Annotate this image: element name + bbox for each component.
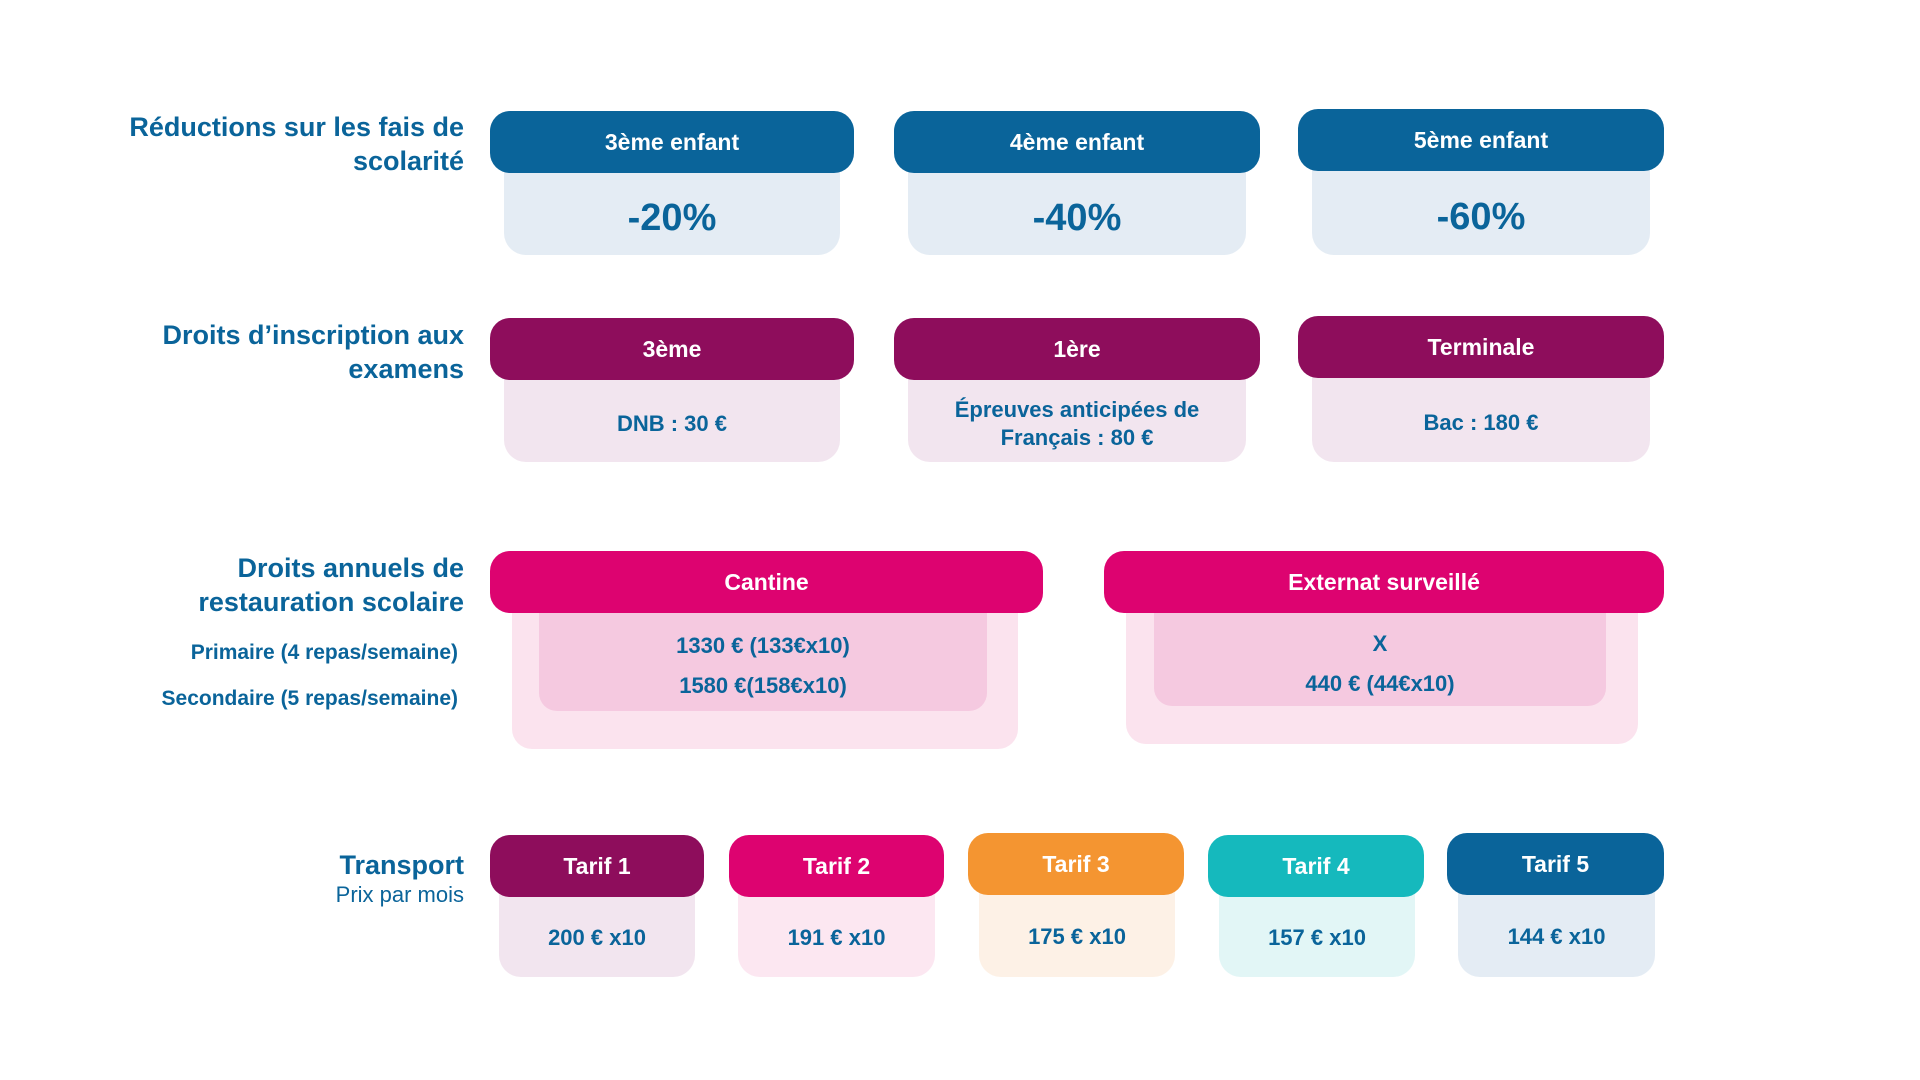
reduction-value: -60% — [1312, 159, 1650, 255]
restauration-section-label: Droits annuels de restauration scolaire — [198, 553, 464, 617]
reduction-card-4eme-enfant: 4ème enfant -40% — [894, 111, 1260, 255]
card-title: Externat surveillé — [1104, 551, 1664, 613]
tarif-card-4: Tarif 4 157 € x10 — [1208, 835, 1424, 977]
card-title: Terminale — [1298, 316, 1664, 378]
tarif-price: 175 € x10 — [979, 883, 1175, 977]
reductions-section-label: Réductions sur les fais de scolarité — [129, 112, 464, 176]
externat-card: Externat surveillé X 440 € (44€x10) — [1104, 551, 1664, 744]
examen-fee: Épreuves anticipées de Français : 80 € — [908, 368, 1246, 462]
card-title: Tarif 5 — [1447, 833, 1664, 895]
card-title: 4ème enfant — [894, 111, 1260, 173]
row-label-secondaire: Secondaire (5 repas/semaine) — [161, 687, 458, 710]
card-title: 3ème — [490, 318, 854, 380]
examen-fee: DNB : 30 € — [504, 368, 840, 462]
card-title: 3ème enfant — [490, 111, 854, 173]
cantine-card: Cantine 1330 € (133€x10) 1580 €(158€x10) — [490, 551, 1043, 749]
tarif-card-2: Tarif 2 191 € x10 — [729, 835, 944, 977]
reduction-card-5eme-enfant: 5ème enfant -60% — [1298, 109, 1664, 255]
tarif-price: 157 € x10 — [1219, 885, 1415, 977]
transport-section-label: Transport — [339, 850, 464, 880]
tarif-card-5: Tarif 5 144 € x10 — [1447, 833, 1664, 977]
tarif-price: 191 € x10 — [738, 885, 935, 977]
reduction-value: -40% — [908, 161, 1246, 255]
card-title: Tarif 1 — [490, 835, 704, 897]
examen-fee: Bac : 180 € — [1312, 366, 1650, 462]
tarif-card-1: Tarif 1 200 € x10 — [490, 835, 704, 977]
transport-sublabel: Prix par mois — [335, 882, 464, 907]
examens-section-label: Droits d’inscription aux examens — [162, 320, 464, 384]
externat-secondaire-price: 440 € (44€x10) — [1305, 670, 1455, 696]
cantine-values: 1330 € (133€x10) 1580 €(158€x10) — [539, 601, 987, 711]
externat-values: X 440 € (44€x10) — [1154, 601, 1606, 706]
examen-card-1ere: 1ère Épreuves anticipées de Français : 8… — [894, 318, 1260, 462]
row-label-primaire: Primaire (4 repas/semaine) — [190, 641, 458, 664]
tarif-card-3: Tarif 3 175 € x10 — [968, 833, 1184, 977]
cantine-secondaire-price: 1580 €(158€x10) — [679, 673, 847, 698]
card-title: Tarif 3 — [968, 833, 1184, 895]
card-title: Tarif 4 — [1208, 835, 1424, 897]
examen-card-3eme: 3ème DNB : 30 € — [490, 318, 854, 462]
examen-card-terminale: Terminale Bac : 180 € — [1298, 316, 1664, 462]
reduction-card-3eme-enfant: 3ème enfant -20% — [490, 111, 854, 255]
tarif-price: 200 € x10 — [499, 885, 695, 977]
externat-primaire-price: X — [1372, 630, 1388, 656]
tarif-price: 144 € x10 — [1458, 883, 1655, 977]
card-title: 1ère — [894, 318, 1260, 380]
card-title: 5ème enfant — [1298, 109, 1664, 171]
reduction-value: -20% — [504, 161, 840, 255]
card-title: Cantine — [490, 551, 1043, 613]
card-title: Tarif 2 — [729, 835, 944, 897]
cantine-primaire-price: 1330 € (133€x10) — [676, 633, 850, 658]
